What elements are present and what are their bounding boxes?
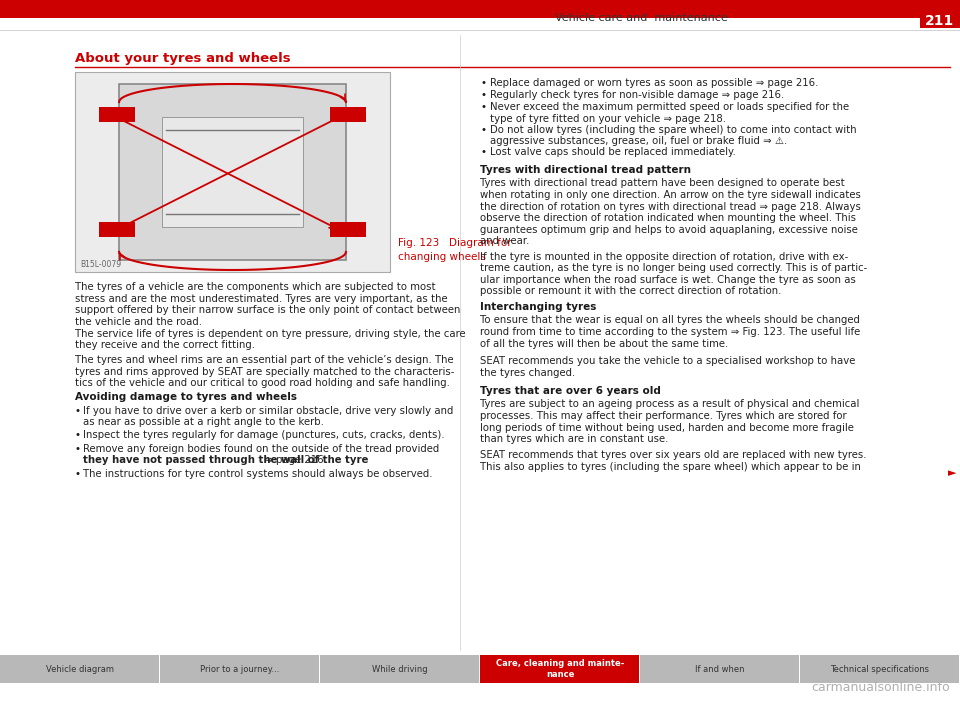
Text: B15L-0079: B15L-0079 bbox=[80, 260, 121, 269]
Text: Interchanging tyres: Interchanging tyres bbox=[480, 302, 596, 313]
Text: Avoiding damage to tyres and wheels: Avoiding damage to tyres and wheels bbox=[75, 392, 297, 402]
Text: Regularly check tyres for non-visible damage ⇒ page 216.: Regularly check tyres for non-visible da… bbox=[490, 90, 784, 100]
Text: Do not allow tyres (including the spare wheel) to come into contact with
aggress: Do not allow tyres (including the spare … bbox=[490, 125, 856, 147]
Text: they have not passed through the wall of the tyre: they have not passed through the wall of… bbox=[83, 455, 369, 465]
Text: Never exceed the maximum permitted speed or loads specified for the
type of tyre: Never exceed the maximum permitted speed… bbox=[490, 102, 850, 124]
Text: About your tyres and wheels: About your tyres and wheels bbox=[75, 52, 291, 65]
Text: •: • bbox=[75, 444, 81, 454]
Bar bbox=[800, 655, 959, 683]
Bar bbox=[99, 222, 134, 237]
Text: The tyres of a vehicle are the components which are subjected to most
stress and: The tyres of a vehicle are the component… bbox=[75, 282, 461, 327]
Text: Fig. 123   Diagram for: Fig. 123 Diagram for bbox=[398, 238, 512, 248]
Text: If and when: If and when bbox=[695, 665, 745, 674]
Text: •: • bbox=[480, 147, 486, 157]
Text: •: • bbox=[75, 406, 81, 416]
Text: Tyres with directional tread pattern have been designed to operate best
when rot: Tyres with directional tread pattern hav… bbox=[480, 178, 861, 246]
Text: Lost valve caps should be replaced immediately.: Lost valve caps should be replaced immed… bbox=[490, 147, 735, 157]
Text: Vehicle diagram: Vehicle diagram bbox=[46, 665, 114, 674]
Bar bbox=[480, 655, 639, 683]
Bar bbox=[0, 655, 159, 683]
Bar bbox=[99, 107, 134, 122]
Text: The tyres and wheel rims are an essential part of the vehicle’s design. The
tyre: The tyres and wheel rims are an essentia… bbox=[75, 355, 454, 388]
Text: To ensure that the wear is equal on all tyres the wheels should be changed
round: To ensure that the wear is equal on all … bbox=[480, 315, 860, 348]
Text: •: • bbox=[75, 430, 81, 440]
Text: 211: 211 bbox=[925, 14, 954, 28]
Bar bbox=[330, 107, 367, 122]
Text: Tyres that are over 6 years old: Tyres that are over 6 years old bbox=[480, 386, 660, 396]
Text: Remove any foreign bodies found on the outside of the tread provided: Remove any foreign bodies found on the o… bbox=[83, 444, 440, 454]
Text: If you have to drive over a kerb or similar obstacle, drive very slowly and
as n: If you have to drive over a kerb or simi… bbox=[83, 406, 453, 428]
Text: The instructions for tyre control systems should always be observed.: The instructions for tyre control system… bbox=[83, 469, 433, 479]
Text: SEAT recommends you take the vehicle to a specialised workshop to have
the tyres: SEAT recommends you take the vehicle to … bbox=[480, 356, 855, 378]
Bar bbox=[640, 655, 799, 683]
Bar bbox=[161, 117, 303, 227]
Text: Inspect the tyres regularly for damage (punctures, cuts, cracks, dents).: Inspect the tyres regularly for damage (… bbox=[83, 430, 444, 440]
Text: ►: ► bbox=[948, 468, 956, 479]
Text: SEAT recommends that tyres over six years old are replaced with new tyres.
This : SEAT recommends that tyres over six year… bbox=[480, 450, 867, 472]
Text: changing wheels: changing wheels bbox=[398, 252, 486, 262]
Text: Replace damaged or worn tyres as soon as possible ⇒ page 216.: Replace damaged or worn tyres as soon as… bbox=[490, 78, 818, 88]
Text: •: • bbox=[480, 102, 486, 112]
Text: carmanualsonline.info: carmanualsonline.info bbox=[811, 681, 950, 694]
Text: •: • bbox=[75, 469, 81, 479]
Text: If the tyre is mounted in the opposite direction of rotation, drive with ex-
tre: If the tyre is mounted in the opposite d… bbox=[480, 252, 867, 297]
Text: Care, cleaning and mainte-
nance: Care, cleaning and mainte- nance bbox=[495, 660, 624, 679]
Bar bbox=[75, 72, 390, 272]
Text: ⇒ page 216.: ⇒ page 216. bbox=[261, 455, 326, 465]
Bar bbox=[320, 655, 479, 683]
Text: Vehicle care and  maintenance: Vehicle care and maintenance bbox=[555, 13, 728, 23]
Bar bbox=[119, 84, 346, 260]
Text: Prior to a journey...: Prior to a journey... bbox=[201, 665, 279, 674]
Bar bbox=[0, 0, 960, 18]
Bar bbox=[330, 222, 367, 237]
Bar bbox=[920, 0, 960, 28]
Text: While driving: While driving bbox=[372, 665, 428, 674]
Bar bbox=[160, 655, 319, 683]
Text: Tyres are subject to an ageing process as a result of physical and chemical
proc: Tyres are subject to an ageing process a… bbox=[480, 400, 859, 444]
Text: •: • bbox=[480, 125, 486, 135]
Text: •: • bbox=[480, 78, 486, 88]
Text: •: • bbox=[480, 90, 486, 100]
Text: Technical specifications: Technical specifications bbox=[830, 665, 929, 674]
Text: Tyres with directional tread pattern: Tyres with directional tread pattern bbox=[480, 165, 691, 175]
Text: The service life of tyres is dependent on tyre pressure, driving style, the care: The service life of tyres is dependent o… bbox=[75, 329, 466, 350]
